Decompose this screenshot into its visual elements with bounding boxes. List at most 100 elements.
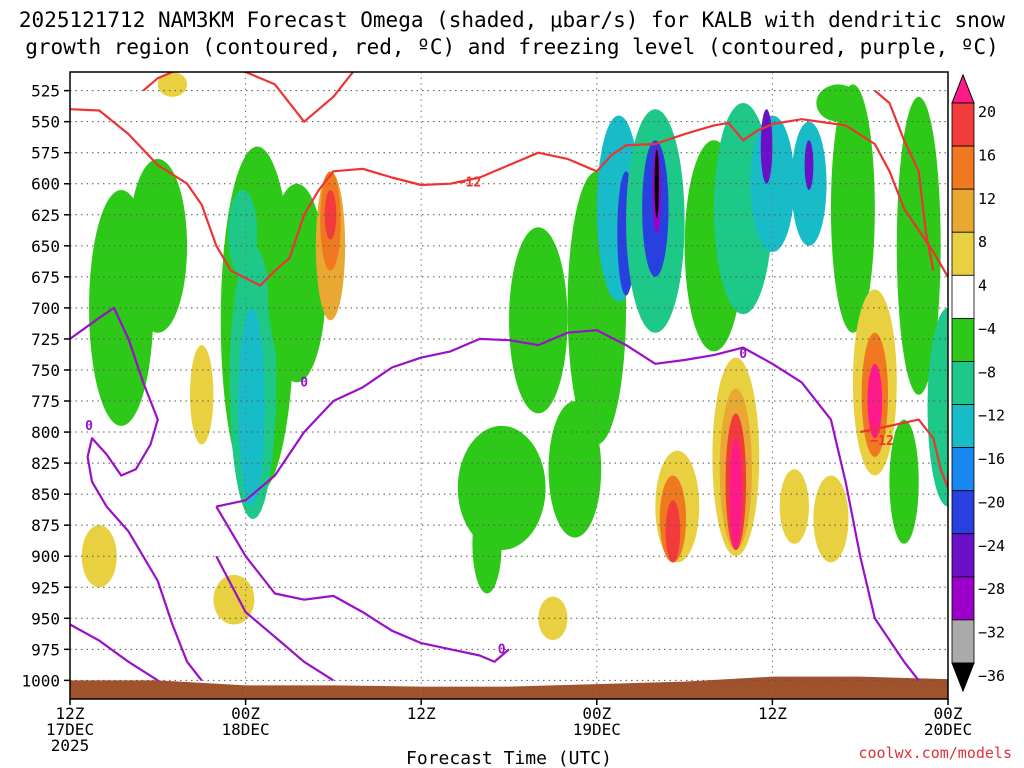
y-axis: 525 550 575 600 625 650 675 700 725 750 775 800 825 8… xyxy=(21,82,70,690)
colorbar-segment-13 xyxy=(951,619,975,664)
colorbar-top-triangle xyxy=(951,73,975,104)
omega-blob-45 xyxy=(927,307,948,507)
y-tick-label-625: 625 xyxy=(31,206,60,225)
freezing-contour-label-3: 0 xyxy=(85,419,93,434)
y-tick-label-975: 975 xyxy=(31,640,60,659)
colorbar-label-9: −20 xyxy=(978,493,1005,511)
credit-text: coolwx.com/models xyxy=(858,744,1012,762)
y-tick-label-775: 775 xyxy=(31,392,60,411)
freezing-contour-line-2 xyxy=(215,506,510,663)
omega-blob-31 xyxy=(896,96,941,395)
x-tick-label-4-1: 12Z xyxy=(758,704,787,723)
omega-blob-32 xyxy=(889,419,919,544)
chart-title-line-1: 2025121712 NAM3KM Forecast Omega (shaded… xyxy=(19,8,1006,32)
omega-blob-44 xyxy=(813,475,849,563)
freezing-contour-label-0: 0 xyxy=(300,375,308,390)
dendritic-contour-line-0 xyxy=(70,108,948,287)
dendritic-contour-label-2: −12 xyxy=(870,434,893,449)
omega-blob-43 xyxy=(867,363,883,439)
omega-blob-4 xyxy=(238,307,265,507)
chart-title-line-2: growth region (contoured, red, ºC) and f… xyxy=(25,35,999,59)
y-tick-label-750: 750 xyxy=(31,361,60,380)
omega-blob-40 xyxy=(779,469,809,544)
y-tick-label-650: 650 xyxy=(31,237,60,256)
omega-blob-35 xyxy=(665,500,681,563)
colorbar-label-5: −4 xyxy=(978,320,996,338)
colorbar-label-12: −32 xyxy=(978,624,1005,642)
x-tick-label-2-1: 12Z xyxy=(407,704,436,723)
colorbar-label-1: 16 xyxy=(978,146,996,164)
omega-blob-23 xyxy=(654,149,659,218)
omega-blob-13 xyxy=(457,425,546,551)
colorbar-label-2: 12 xyxy=(978,190,996,208)
plot-frame xyxy=(69,71,949,700)
freezing-contour-line-1 xyxy=(216,329,920,682)
terrain-surface xyxy=(70,676,948,699)
omega-blob-10 xyxy=(189,345,214,445)
x-tick-label-1-2: 18DEC xyxy=(222,720,270,739)
x-tick-label-0-1: 12Z xyxy=(56,704,85,723)
colorbar: 20 16 12 8 4 −4 −8 −12 −16 −20 −24 −28 −32 −36 xyxy=(951,73,1005,693)
omega-blob-48 xyxy=(157,72,188,97)
x-axis-label: Forecast Time (UTC) xyxy=(406,748,612,768)
y-tick-label-675: 675 xyxy=(31,268,60,287)
colorbar-label-4: 4 xyxy=(978,277,987,295)
colorbar-label-0: 20 xyxy=(978,103,996,121)
freezing-contour-line-3 xyxy=(70,623,159,682)
omega-blob-1 xyxy=(128,158,188,333)
colorbar-label-8: −16 xyxy=(978,450,1005,468)
omega-blob-16 xyxy=(538,596,568,641)
colorbar-bottom-triangle xyxy=(951,662,975,693)
colorbar-segment-5 xyxy=(951,274,975,319)
x-tick-label-0-3: 2025 xyxy=(51,736,90,755)
omega-blob-47 xyxy=(816,84,861,122)
colorbar-label-3: 8 xyxy=(978,233,987,251)
y-tick-label-900: 900 xyxy=(31,547,60,566)
y-tick-label-600: 600 xyxy=(31,175,60,194)
colorbar-label-13: −36 xyxy=(978,667,1005,685)
dendritic-contour-line-3 xyxy=(874,89,935,271)
omega-blob-9 xyxy=(324,189,337,240)
y-tick-label-1000: 1000 xyxy=(21,671,60,690)
y-tick-label-700: 700 xyxy=(31,299,60,318)
colorbar-label-6: −8 xyxy=(978,363,996,381)
colorbar-segment-1 xyxy=(951,102,975,147)
omega-blob-5 xyxy=(228,189,258,277)
x-tick-label-3-1: 00Z xyxy=(582,704,611,723)
colorbar-segment-7 xyxy=(951,361,975,405)
omega-blob-46 xyxy=(472,494,502,594)
terrain-layer xyxy=(70,676,948,699)
colorbar-segment-10 xyxy=(951,490,975,535)
y-tick-label-925: 925 xyxy=(31,578,60,597)
omega-blob-11 xyxy=(81,525,117,588)
dendritic-contour-line-1 xyxy=(142,72,355,123)
y-tick-label-875: 875 xyxy=(31,516,60,535)
colorbar-segment-6 xyxy=(951,317,975,362)
x-tick-label-5-1: 00Z xyxy=(934,704,963,723)
colorbar-label-10: −24 xyxy=(978,537,1005,555)
x-tick-label-3-2: 19DEC xyxy=(573,720,621,739)
y-tick-label-575: 575 xyxy=(31,144,60,163)
x-tick-label-1-1: 00Z xyxy=(231,704,260,723)
x-tick-label-5-2: 20DEC xyxy=(924,720,972,739)
dendritic-contour-line-2 xyxy=(859,418,948,489)
colorbar-segment-9 xyxy=(951,447,975,492)
y-tick-label-725: 725 xyxy=(31,330,60,349)
grid-layer xyxy=(70,72,948,699)
y-tick-label-550: 550 xyxy=(31,113,60,132)
colorbar-segment-8 xyxy=(951,404,975,449)
y-tick-label-825: 825 xyxy=(31,454,60,473)
omega-blob-14 xyxy=(509,227,568,414)
colorbar-segment-3 xyxy=(951,188,975,233)
contour-layer xyxy=(70,72,948,682)
freezing-contour-line-0 xyxy=(70,306,203,682)
x-tick-label-0-2: 17DEC xyxy=(46,720,94,739)
dendritic-contour-label-0: −12 xyxy=(458,176,481,191)
y-tick-label-850: 850 xyxy=(31,485,60,504)
omega-blob-27 xyxy=(760,109,773,184)
y-tick-label-950: 950 xyxy=(31,609,60,628)
colorbar-label-11: −28 xyxy=(978,580,1005,598)
freezing-contour-label-1: 0 xyxy=(739,347,747,362)
colorbar-segment-12 xyxy=(951,576,975,621)
